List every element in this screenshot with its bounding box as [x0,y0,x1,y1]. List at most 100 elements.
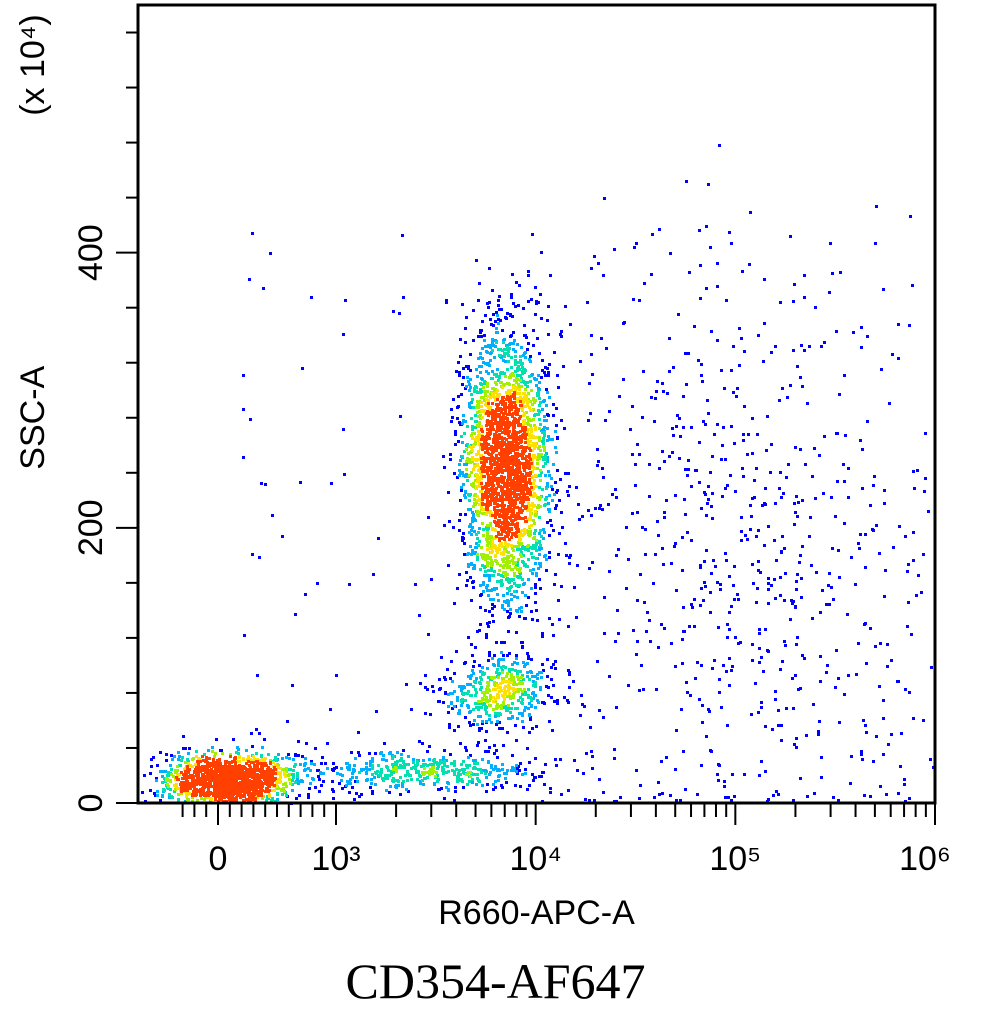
event-point [860,750,863,753]
event-point [546,439,549,442]
event-point [511,500,514,503]
event-point [461,455,464,458]
event-point [489,425,492,428]
event-point [804,463,807,466]
event-point [698,481,701,484]
event-point [528,678,531,681]
event-point [723,387,726,390]
event-point [294,613,297,616]
event-point [422,783,425,786]
event-point [463,768,466,771]
event-point [540,775,543,778]
event-point [165,759,168,762]
event-point [541,431,544,434]
event-point [486,529,489,532]
event-point [474,552,477,555]
event-point [495,671,498,674]
event-point [358,754,361,757]
event-point [705,735,708,738]
event-point [447,705,450,708]
event-point [524,356,527,359]
event-point [332,762,335,765]
event-point [197,780,200,783]
event-point [410,708,413,711]
event-point [675,799,678,802]
event-point [490,446,493,449]
event-point [509,608,512,611]
event-point [644,528,647,531]
event-point [481,554,484,557]
event-point [143,774,146,777]
event-point [245,798,248,801]
event-point [485,503,488,506]
event-point [486,589,489,592]
event-point [552,463,555,466]
event-point [509,441,512,444]
event-point [519,396,522,399]
event-point [781,535,784,538]
event-point [501,408,504,411]
event-point [164,770,167,773]
event-point [724,487,727,490]
event-point [180,786,183,789]
event-point [184,770,187,773]
event-point [487,452,490,455]
event-point [710,505,713,508]
event-point [491,415,494,418]
event-point [189,787,192,790]
event-point [392,765,395,768]
event-point [517,431,520,434]
event-point [519,359,522,362]
event-point [492,598,495,601]
event-point [184,767,187,770]
event-point [514,502,517,505]
event-point [199,758,202,761]
event-point [690,539,693,542]
event-point [199,781,202,784]
event-point [500,641,503,644]
event-point [500,455,503,458]
event-point [837,549,840,552]
event-point [631,405,634,408]
event-point [453,690,456,693]
event-point [547,686,550,689]
event-point [322,780,325,783]
event-point [515,377,518,380]
event-point [260,754,263,757]
event-point [575,486,578,489]
event-point [512,449,515,452]
event-point [774,502,777,505]
event-point [500,425,503,428]
event-point [642,688,645,691]
event-point [549,519,552,522]
event-point [532,329,535,332]
event-point [525,455,528,458]
event-point [509,447,512,450]
event-point [524,768,527,771]
event-point [732,345,735,348]
event-point [544,462,547,465]
event-point [510,687,513,690]
event-point [491,574,494,577]
event-point [654,553,657,556]
event-point [737,598,740,601]
event-point [492,708,495,711]
event-point [436,767,439,770]
event-point [264,483,267,486]
event-point [490,766,493,769]
event-point [543,434,546,437]
event-point [514,724,517,727]
event-point [380,771,383,774]
event-point [740,539,743,542]
event-point [521,693,524,696]
event-point [407,790,410,793]
event-point [186,783,189,786]
event-point [490,547,493,550]
event-point [507,717,510,720]
event-point [512,348,515,351]
event-point [538,516,541,519]
event-point [548,510,551,513]
event-point [526,518,529,521]
event-point [459,499,462,502]
event-point [507,529,510,532]
